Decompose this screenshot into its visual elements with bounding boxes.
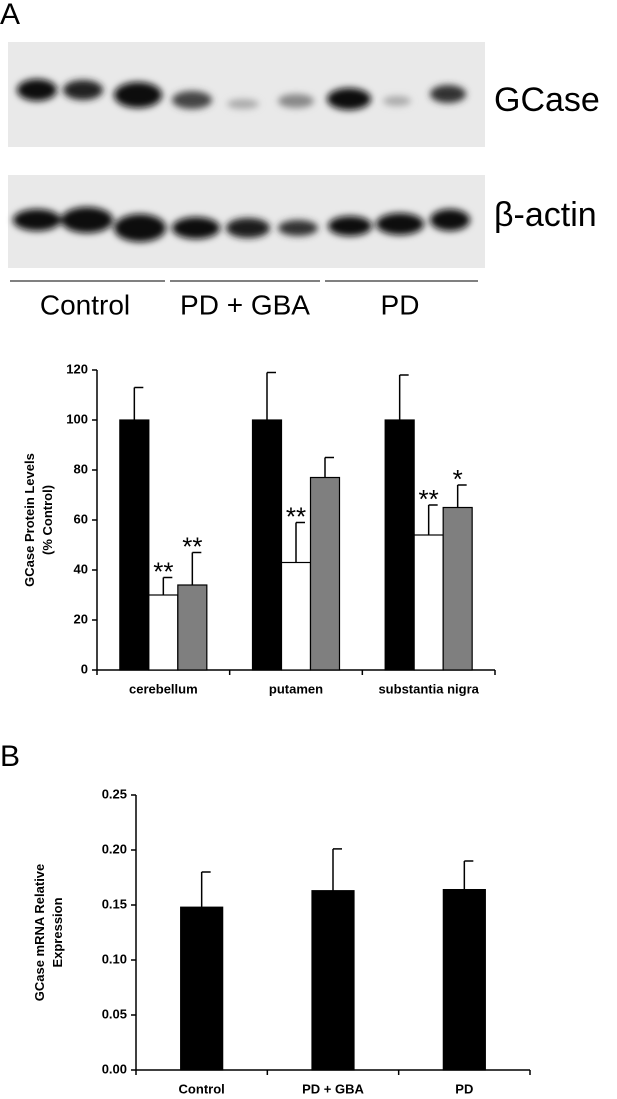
significance: ** [153,556,173,586]
y-axis-label-line: (% Control) [40,485,55,555]
y-tick-label: 0.10 [102,951,127,966]
x-tick-label: PD + GBA [302,1081,364,1096]
y-tick-label: 20 [74,611,88,626]
blot-row-label: β-actin [494,196,597,234]
bar [251,419,283,671]
bar [309,476,341,671]
bar [280,561,312,671]
bar [413,534,444,671]
blot-row-label: GCase [494,81,600,119]
y-tick-label: 100 [66,411,88,426]
group-label: PD + GBA [180,289,310,320]
y-tick-label: 0.00 [102,1061,127,1076]
significance: ** [419,484,439,514]
y-axis-label-line: Expression [50,897,65,967]
bands-gcase [17,79,466,110]
y-axis-label-line: GCase mRNA Relative [32,864,47,1002]
y-tick-label: 40 [74,561,88,576]
group-label: Control [40,289,130,320]
significance: ** [182,531,202,561]
y-tick-label: 0.20 [102,841,127,856]
y-tick-label: 80 [74,461,88,476]
bar [180,906,224,1071]
significance: * [453,464,463,494]
y-tick-label: 120 [66,361,88,376]
x-tick-label: substantia nigra [378,681,479,696]
x-tick-label: PD [455,1081,473,1096]
bands-actin [13,207,470,242]
group-label: PD [381,289,420,320]
y-tick-label: 60 [74,511,88,526]
x-tick-label: putamen [269,681,323,696]
bar [311,890,355,1071]
bar [442,888,486,1071]
panel-label: B [0,740,20,773]
x-tick-label: Control [179,1081,225,1096]
panel-label: A [0,0,20,31]
y-tick-label: 0 [81,661,88,676]
y-tick-label: 0.05 [102,1006,127,1021]
significance: ** [286,501,306,531]
y-axis-label-line: GCase Protein Levels [22,453,37,587]
bar [148,594,179,671]
y-tick-label: 0.25 [102,786,127,801]
y-axis-label: GCase Protein Levels (% Control) [22,453,55,587]
bar [177,584,208,671]
bar [384,419,415,671]
y-tick-label: 0.15 [102,896,127,911]
bar [119,419,150,671]
bar [442,506,473,671]
y-axis-label: GCase mRNA Relative Expression [32,864,65,1002]
x-tick-label: cerebellum [129,681,198,696]
